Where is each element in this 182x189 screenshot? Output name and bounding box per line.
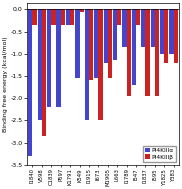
Bar [56,9,61,107]
Bar [151,9,155,47]
Bar [94,9,98,78]
Y-axis label: Binding free energy (kcal/mol): Binding free energy (kcal/mol) [3,36,8,132]
Bar [104,9,108,63]
Bar [66,9,70,25]
Bar [145,9,150,96]
Bar [70,9,74,25]
Bar [42,9,46,136]
Bar [136,9,140,25]
Bar [89,9,93,81]
Bar [75,9,80,78]
Bar [51,9,56,25]
Bar [38,9,42,120]
Bar [169,9,174,54]
Bar [160,9,164,54]
Legend: PI4KIIIα, PI4KIIIβ: PI4KIIIα, PI4KIIIβ [143,146,176,162]
Bar [33,9,37,25]
Bar [47,9,51,107]
Bar [28,9,33,156]
Bar [132,9,136,85]
Bar [80,9,84,12]
Bar [164,9,168,63]
Bar [122,9,126,47]
Bar [113,9,117,60]
Bar [61,9,65,25]
Bar [98,9,103,120]
Bar [174,9,178,63]
Bar [117,9,121,25]
Bar [141,9,145,47]
Bar [126,9,131,96]
Bar [108,9,112,78]
Bar [85,9,89,120]
Bar [155,9,159,96]
